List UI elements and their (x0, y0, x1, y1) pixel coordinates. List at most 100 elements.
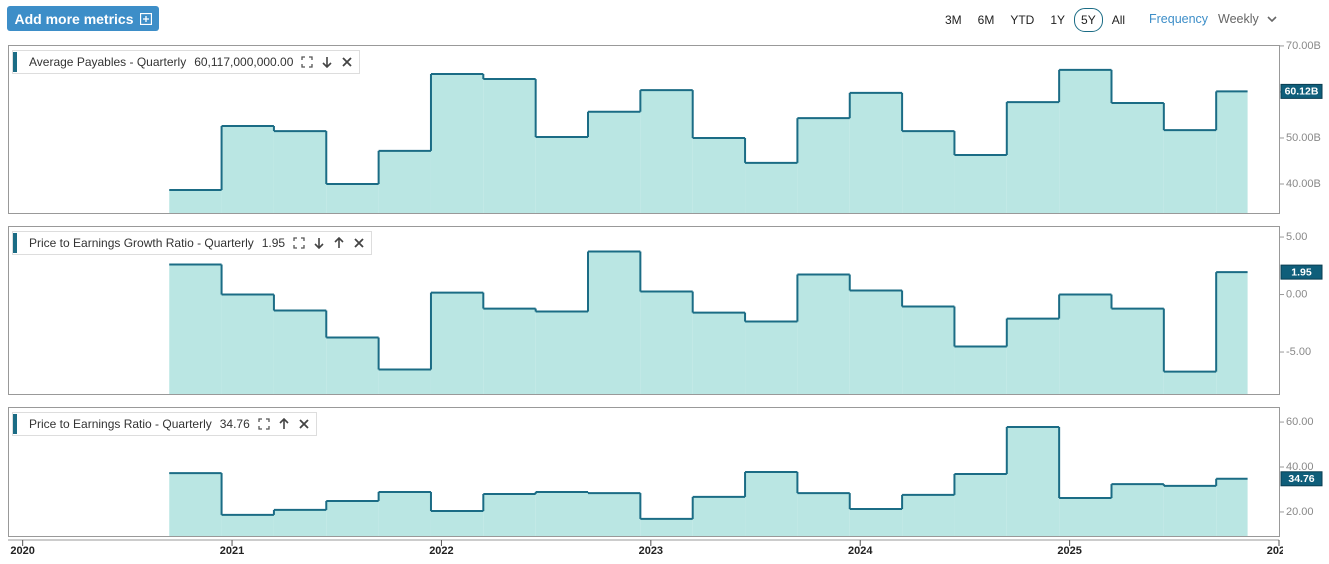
frequency-value: Weekly (1218, 12, 1259, 26)
range-button[interactable]: 3M (945, 13, 962, 27)
range-button[interactable]: 5Y (1074, 8, 1103, 32)
step-area (221, 294, 274, 394)
step-area (1059, 294, 1112, 394)
x-tick-label: 2020 (10, 545, 34, 557)
range-button[interactable]: YTD (1010, 13, 1035, 27)
step-area (535, 137, 589, 213)
metric-header: Average Payables - Quarterly 60,117,000,… (12, 50, 361, 74)
y-tick-label: 60.00 (1286, 416, 1314, 428)
metric-title: Price to Earnings Ratio - Quarterly (29, 417, 212, 431)
step-area (273, 131, 327, 213)
y-tick-label: 20.00 (1286, 506, 1314, 518)
current-label: 1.95 (1291, 266, 1312, 278)
step-area (326, 500, 379, 536)
step-area (1006, 102, 1060, 213)
close-icon[interactable] (353, 237, 365, 249)
step-area (1216, 272, 1248, 394)
x-tick-label: 2026 (1267, 545, 1291, 557)
step-area (692, 312, 746, 394)
move-down-icon[interactable] (313, 237, 325, 249)
step-area (1216, 478, 1248, 536)
step-area (797, 274, 850, 394)
x-tick-label: 2025 (1057, 545, 1081, 557)
x-tick-label: 2021 (220, 545, 244, 557)
step-area (1163, 371, 1217, 394)
step-area (902, 131, 955, 213)
step-area (954, 346, 1007, 394)
x-tick-label: 2022 (429, 545, 453, 557)
step-area (588, 111, 641, 213)
metric-value: 60,117,000,000.00 (194, 55, 294, 69)
chevron (1267, 16, 1277, 22)
expand-icon[interactable] (301, 56, 314, 68)
step-area (1006, 318, 1060, 394)
step-area (640, 90, 693, 213)
range-button[interactable]: 1Y (1050, 13, 1066, 27)
range-button[interactable]: All (1111, 13, 1126, 27)
add-icon (139, 12, 152, 25)
y-tick-label: 50.00B (1286, 132, 1321, 144)
step-area (221, 126, 274, 213)
frequency-label: Frequency (1149, 12, 1209, 26)
header-bar (13, 414, 17, 434)
y-tick-label: 5.00 (1286, 231, 1307, 243)
step-area (378, 369, 431, 394)
add-metrics-label: Add more metrics (14, 10, 134, 27)
x-tick-label: 2024 (848, 545, 873, 557)
y-tick-label: 40.00 (1286, 461, 1314, 473)
move-down-icon[interactable] (321, 56, 333, 68)
y-tick-label: 40.00B (1286, 178, 1321, 190)
step-area (273, 509, 327, 536)
step-area (273, 310, 327, 394)
step-area (169, 189, 222, 213)
step-area (692, 496, 746, 536)
step-area (535, 311, 589, 394)
current-label: 60.12B (1285, 86, 1319, 98)
close-icon[interactable] (298, 418, 310, 430)
move-up-icon[interactable] (278, 418, 290, 430)
range-button[interactable]: 6M (977, 13, 995, 27)
step-area (1111, 308, 1164, 394)
move-up-icon[interactable] (333, 237, 345, 249)
step-area (1163, 130, 1217, 213)
metric-value: 34.76 (219, 417, 250, 431)
step-area (902, 494, 955, 536)
expand-icon[interactable] (293, 237, 305, 249)
step-area (1059, 69, 1112, 213)
metric-value: 1.95 (261, 236, 286, 250)
y-tick-label: -5.00 (1286, 346, 1311, 358)
close-icon[interactable] (341, 56, 353, 68)
step-area (588, 251, 641, 394)
step-area (221, 514, 274, 536)
step-area (640, 291, 693, 394)
step-area (902, 306, 955, 394)
current-label: 34.76 (1288, 473, 1314, 485)
metric-header: Price to Earnings Ratio - Quarterly 34.7… (12, 412, 317, 436)
step-area (378, 491, 431, 536)
step-area (483, 79, 536, 213)
step-area (797, 118, 850, 213)
step-area (797, 493, 850, 536)
current-marker (1280, 471, 1323, 487)
step-area (692, 137, 746, 213)
metric-header: Price to Earnings Growth Ratio - Quarter… (12, 231, 373, 255)
step-area (326, 184, 379, 213)
step-area (535, 491, 589, 536)
add-metrics-button[interactable]: Add more metrics (7, 6, 159, 31)
range-selector: 3M 6M YTD 1Y 5Y All (938, 8, 1134, 32)
step-area (483, 308, 536, 394)
step-area (430, 292, 484, 394)
step-area (1216, 91, 1248, 213)
step-area (1059, 498, 1112, 536)
step-area (483, 493, 536, 536)
x-axis-clip: 2020 2021 2022 2023 2024 2025 2026 (10, 540, 1291, 557)
metric-title: Price to Earnings Growth Ratio - Quarter… (29, 236, 254, 250)
step-area (1163, 485, 1217, 536)
x-tick-label: 2023 (639, 545, 663, 557)
step-area (378, 150, 431, 213)
frequency-dropdown[interactable]: Weekly (1218, 12, 1277, 26)
expand-icon[interactable] (258, 418, 270, 430)
y-tick-label: 70.00B (1286, 40, 1321, 52)
